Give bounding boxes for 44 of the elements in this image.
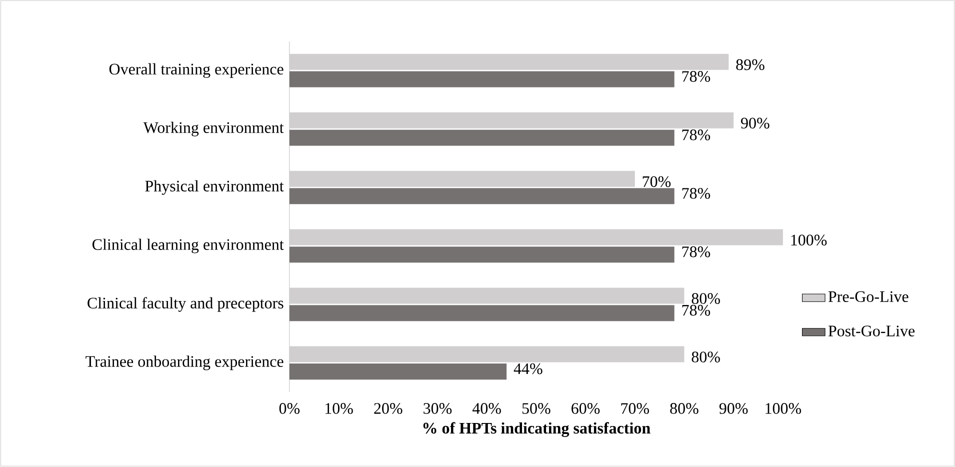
data-label: 89% [736,59,764,70]
bar [289,112,734,128]
legend-label: Pre-Go-Live [828,291,908,302]
x-axis-title: % of HPTs indicating satisfaction [423,422,650,438]
x-tick-label: 50% [522,403,550,414]
x-tick-label: 20% [374,403,402,414]
y-tick-label: Overall training experience [109,63,284,78]
bar [289,130,674,146]
x-tick-label: 60% [572,403,600,414]
y-tick-label: Physical environment [145,180,284,195]
bar [289,246,674,263]
data-label: 70% [642,176,671,188]
bar [289,229,783,246]
data-label: 78% [682,130,710,140]
y-tick-label: Clinical faculty and preceptors [88,297,284,312]
x-tick-label: 10% [326,403,353,414]
x-tick-label: 90% [719,403,748,414]
x-tick-label: 0% [279,403,300,414]
x-tick-label: 40% [472,403,501,414]
data-label: 78% [682,246,710,258]
bar [289,188,674,204]
data-label: 78% [682,188,710,199]
y-tick-label: Working environment [143,122,284,136]
data-label: 80% [692,352,720,363]
y-tick-label: Clinical learning environment [92,238,284,254]
bar [289,346,684,362]
bar [289,54,729,70]
x-tick-label: 70% [621,403,649,414]
data-label: 78% [682,71,710,82]
bar [289,71,674,88]
x-tick-label: 80% [670,403,698,414]
x-tick-label: 30% [424,403,452,414]
bar [289,170,635,187]
data-label: 80% [692,293,720,304]
data-label: 44% [514,363,542,374]
x-tick-label: 100% [766,403,802,414]
bar [289,305,674,322]
data-label: 78% [682,304,710,316]
legend-label: Post-Go-Live [828,326,915,336]
data-label: 100% [791,234,827,246]
bar [289,288,684,304]
bar [289,364,507,380]
data-label: 90% [741,118,770,129]
y-tick-label: Trainee onboarding experience [86,356,284,370]
